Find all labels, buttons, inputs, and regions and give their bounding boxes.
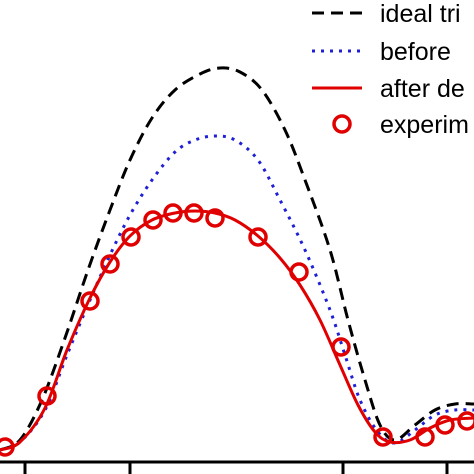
series-layer: [0, 66, 474, 452]
series-before-line: [0, 134, 474, 452]
legend-swatch-experiment: [332, 114, 352, 134]
experiment-point: [289, 262, 309, 282]
experiment-point: [415, 427, 435, 447]
experiment-point: [163, 203, 183, 223]
experiment-point: [331, 337, 351, 357]
experiment-point: [457, 411, 474, 431]
experiment-point: [80, 291, 100, 311]
experiment-point: [248, 227, 268, 247]
experiment-point: [143, 210, 163, 230]
experiment-point: [100, 254, 120, 274]
experiment-point: [121, 227, 141, 247]
experiment-point: [184, 203, 204, 223]
legend-label-before: before: [380, 38, 451, 66]
experiment-point: [373, 427, 393, 447]
experiment-point: [205, 208, 225, 228]
legend-label-ideal: ideal tri: [380, 0, 461, 28]
series-after-line: [0, 209, 474, 452]
experiment-point: [0, 437, 15, 457]
experiment-markers: [0, 203, 474, 457]
legend-label-after: after de: [380, 75, 465, 103]
x-axis: [0, 460, 474, 474]
series-ideal-line: [0, 66, 474, 452]
experiment-point: [435, 415, 455, 435]
legend-label-experiment: experim: [380, 111, 469, 139]
experiment-point: [37, 386, 57, 406]
legend: ideal tri before after de experim: [312, 0, 469, 139]
